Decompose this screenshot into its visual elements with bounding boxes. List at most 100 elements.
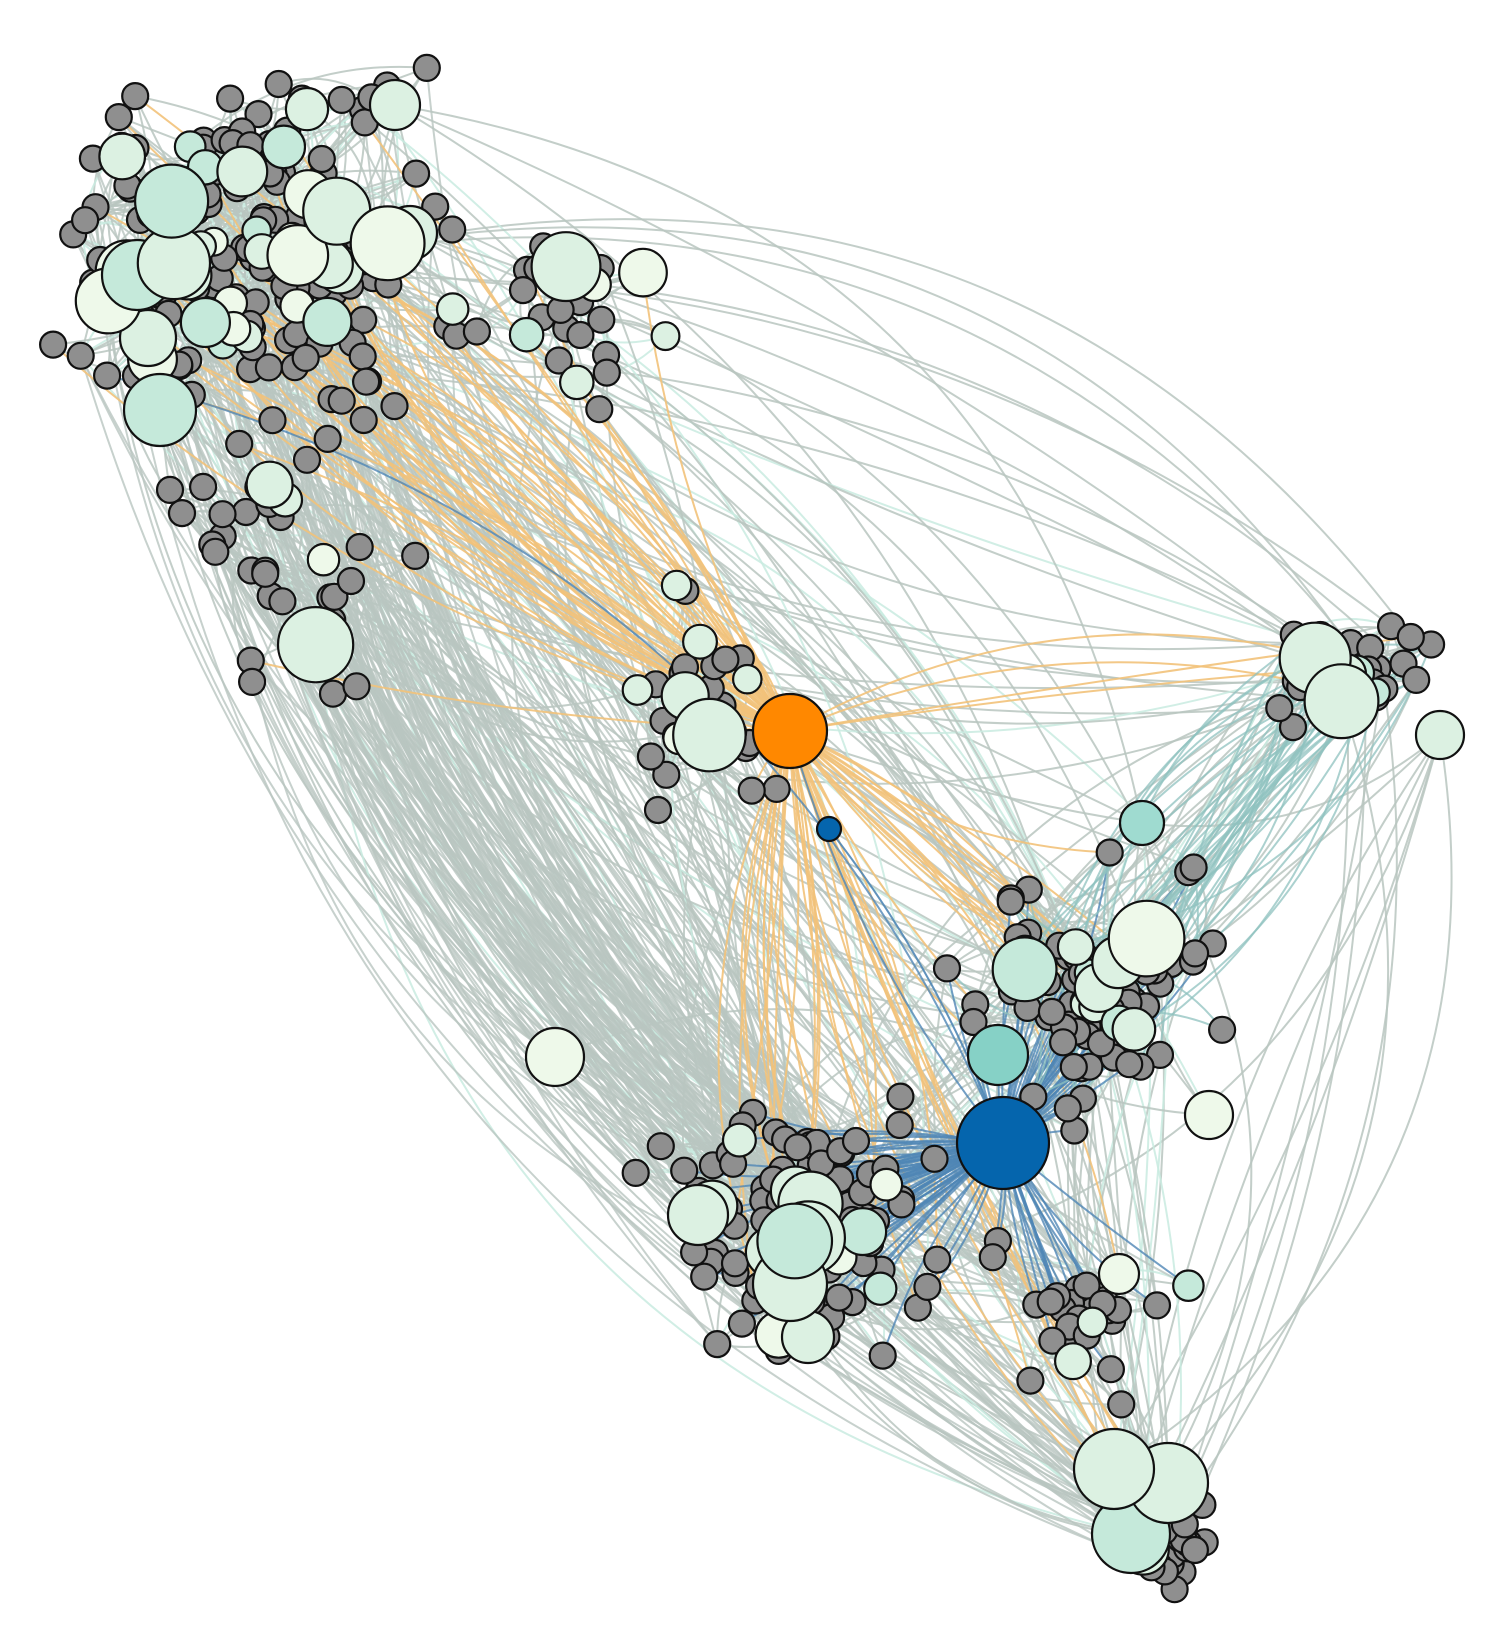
- graph-node: [508, 316, 545, 353]
- graph-node: [966, 1023, 1030, 1087]
- graph-node: [1097, 1252, 1141, 1296]
- graph-node: [327, 85, 356, 115]
- graph-node: [886, 1082, 915, 1111]
- graph-node: [261, 124, 307, 170]
- graph-node: [1036, 1287, 1065, 1316]
- graph-node: [155, 475, 185, 504]
- graph-node: [291, 343, 320, 372]
- graph-node: [1016, 1366, 1045, 1395]
- graph-node: [318, 679, 348, 708]
- graph-node: [923, 1245, 952, 1274]
- edge: [1130, 734, 1441, 1535]
- graph-node: [216, 145, 269, 198]
- graph-node: [1179, 853, 1208, 882]
- graph-node: [179, 296, 231, 349]
- edge: [828, 828, 1004, 1144]
- graph-node: [1207, 1015, 1237, 1044]
- graph-node: [121, 81, 150, 111]
- graph-node: [244, 99, 273, 129]
- graph-node: [306, 542, 341, 577]
- graph-node: [863, 1271, 898, 1306]
- graph-node: [118, 308, 178, 368]
- graph-node: [1053, 1094, 1082, 1123]
- graph-node: [245, 460, 294, 509]
- graph-node: [104, 102, 133, 132]
- graph-node: [349, 205, 426, 282]
- graph-node: [1059, 1052, 1088, 1082]
- edge: [789, 633, 1313, 732]
- graph-node: [38, 330, 68, 359]
- graph-node: [544, 346, 573, 375]
- edge: [118, 303, 791, 1202]
- edge: [1156, 673, 1349, 1554]
- graph-node: [1118, 799, 1166, 847]
- edge: [306, 458, 1188, 1550]
- graph-node: [508, 276, 538, 305]
- graph-node: [1115, 1050, 1144, 1079]
- graph-node: [201, 537, 230, 566]
- edge: [1113, 734, 1453, 1470]
- edge: [789, 730, 1077, 949]
- graph-node: [1107, 1390, 1136, 1419]
- graph-node: [1107, 899, 1186, 978]
- graph-node: [1396, 622, 1425, 652]
- graph-node: [238, 667, 267, 697]
- edge: [345, 203, 1166, 1532]
- edge: [304, 356, 652, 758]
- graph-node: [225, 429, 254, 458]
- edge: [269, 595, 1185, 1541]
- graph-node: [1053, 1342, 1092, 1381]
- graph-node: [711, 645, 740, 674]
- graph-node: [368, 78, 422, 132]
- graph-node: [1180, 939, 1210, 968]
- graph-node: [1056, 928, 1095, 966]
- graph-node: [1172, 1269, 1205, 1302]
- graph-node: [762, 774, 791, 804]
- graph-node: [292, 445, 322, 474]
- edge: [789, 730, 1004, 1144]
- graph-node: [412, 53, 441, 83]
- hub-node-orange: [751, 692, 829, 770]
- graph-node: [690, 1262, 719, 1291]
- graph-node: [585, 395, 614, 424]
- edge: [386, 218, 1412, 638]
- edge: [287, 339, 1189, 1546]
- edge: [1113, 734, 1441, 1470]
- graph-node: [838, 1207, 888, 1257]
- graph-node: [264, 69, 293, 99]
- graph-node: [618, 247, 668, 298]
- graph-node: [621, 674, 654, 706]
- graph-node: [721, 1122, 757, 1158]
- edge: [789, 668, 1319, 732]
- edge: [287, 297, 1181, 1540]
- edge: [394, 104, 1143, 824]
- graph-node: [1096, 1355, 1126, 1384]
- edge: [159, 409, 1115, 1470]
- edge: [807, 1336, 1132, 1535]
- graph-node: [727, 1309, 757, 1338]
- edge: [245, 318, 1189, 1546]
- node-layer: [38, 53, 1466, 1604]
- graph-node: [92, 361, 122, 390]
- graph-node: [1402, 665, 1431, 695]
- graph-node: [284, 86, 330, 132]
- edge: [195, 287, 1179, 1526]
- graph-node: [1048, 1028, 1078, 1057]
- graph-node: [1072, 1271, 1101, 1300]
- graph-node: [932, 954, 962, 983]
- edge: [789, 661, 1297, 732]
- graph-node: [216, 84, 245, 113]
- graph-node: [868, 1341, 897, 1370]
- graph-node: [134, 163, 210, 239]
- edge: [1023, 678, 1355, 971]
- graph-node: [276, 606, 355, 684]
- graph-node: [327, 386, 356, 415]
- graph-node: [1414, 709, 1466, 761]
- edge: [91, 157, 1088, 1337]
- graph-node: [920, 1144, 949, 1173]
- graph-node: [438, 215, 467, 244]
- graph-node: [670, 1156, 699, 1185]
- edge: [1130, 734, 1441, 1535]
- graph-node: [636, 742, 666, 771]
